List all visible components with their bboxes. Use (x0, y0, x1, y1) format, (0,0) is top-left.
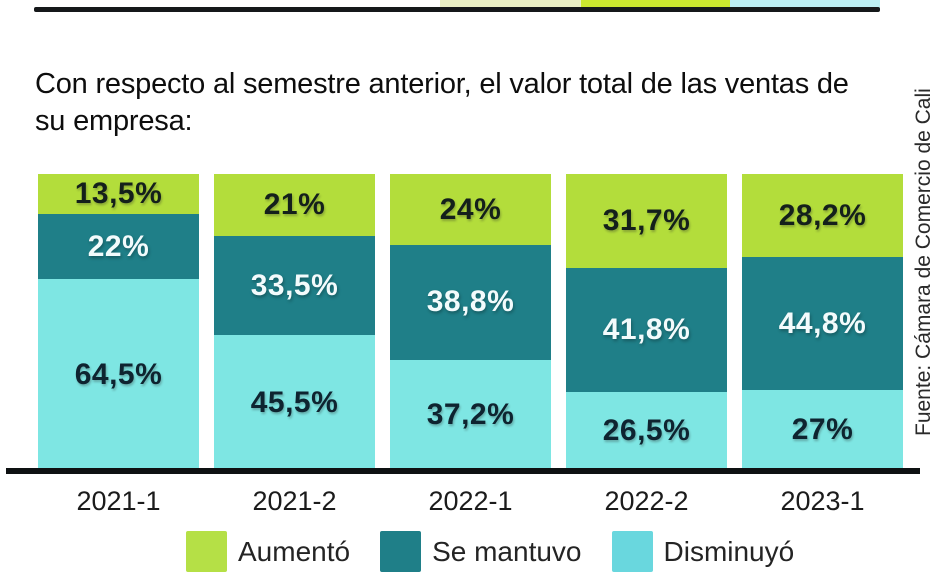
x-tick-label-2022-2: 2022-2 (604, 486, 689, 516)
segment-value-label: 37,2% (426, 397, 515, 431)
segment-2021-1-se-mantuvo: 22% (38, 213, 199, 280)
segment-value-label: 21% (263, 188, 326, 222)
segment-2021-1-disminuyó: 64,5% (38, 279, 199, 470)
segment-2021-2-aumentó: 21% (214, 174, 375, 237)
bar-2021-2: 21% 33,5% 45,5% (214, 174, 375, 470)
pale-green-block (440, 0, 581, 9)
segment-2022-1-aumentó: 24% (390, 174, 551, 246)
bar-2023-1: 28,2% 44,8% 27% (742, 174, 903, 470)
legend-item-aumentó: Aumentó (186, 531, 350, 572)
legend-label: Aumentó (238, 535, 351, 567)
legend-item-disminuyó: Disminuyó (611, 531, 795, 572)
cyan-block (730, 0, 880, 9)
segment-value-label: 31,7% (602, 203, 691, 237)
legend-swatch (380, 531, 422, 572)
segment-value-label: 28,2% (778, 198, 867, 232)
x-tick-label-2023-1: 2023-1 (780, 486, 865, 516)
segment-value-label: 27% (791, 413, 854, 447)
segment-value-label: 26,5% (602, 413, 691, 447)
segment-2021-1-aumentó: 13,5% (38, 174, 199, 214)
segment-value-label: 22% (87, 229, 150, 263)
segment-value-label: 45,5% (250, 385, 339, 419)
legend-label: Se mantuvo (432, 535, 582, 567)
plot-area: 13,5% 22% 64,5% 21% 33,5% 45,5% 24% 38,8% 37,2% 3… (38, 174, 903, 470)
bar-2021-1: 13,5% 22% 64,5% (38, 174, 199, 470)
x-tick-label-2021-2: 2021-2 (252, 486, 337, 516)
x-axis-line (6, 468, 920, 474)
segment-2021-2-se-mantuvo: 33,5% (214, 236, 375, 336)
source-attribution: Fuente: Cámara de Comercio de Cali (912, 88, 935, 436)
segment-value-label: 41,8% (602, 312, 691, 346)
segment-2022-1-se-mantuvo: 38,8% (390, 245, 551, 360)
segment-value-label: 38,8% (426, 285, 515, 319)
segment-2022-2-aumentó: 31,7% (566, 174, 727, 268)
bar-2022-1: 24% 38,8% 37,2% (390, 174, 551, 470)
chart-title: Con respecto al semestre anterior, el va… (35, 68, 849, 137)
segment-2022-1-disminuyó: 37,2% (390, 359, 551, 470)
top-divider-rule (34, 7, 880, 12)
segment-value-label: 24% (439, 192, 502, 226)
segment-2022-2-disminuyó: 26,5% (566, 391, 727, 470)
x-tick-label-2021-1: 2021-1 (76, 486, 161, 516)
segment-2023-1-se-mantuvo: 44,8% (742, 257, 903, 391)
legend-item-se-mantuvo: Se mantuvo (380, 531, 582, 572)
x-axis-labels: 2021-1 2021-2 2022-1 2022-2 2023-1 (38, 486, 903, 517)
legend-swatch (186, 531, 227, 572)
segment-value-label: 13,5% (74, 176, 163, 210)
segment-value-label: 44,8% (778, 306, 867, 340)
segment-value-label: 64,5% (74, 357, 163, 391)
segment-value-label: 33,5% (250, 268, 339, 302)
chart-legend: Aumentó Se mantuvo Disminuyó (186, 531, 794, 572)
legend-label: Disminuyó (663, 535, 795, 567)
x-tick-label-2022-1: 2022-1 (428, 486, 513, 516)
segment-2023-1-disminuyó: 27% (742, 390, 903, 470)
bright-green-block (581, 0, 730, 9)
segment-2021-2-disminuyó: 45,5% (214, 335, 375, 470)
legend-swatch (611, 531, 653, 572)
segment-2022-2-se-mantuvo: 41,8% (566, 267, 727, 392)
segment-2023-1-aumentó: 28,2% (742, 174, 903, 258)
bar-2022-2: 31,7% 41,8% 26,5% (566, 174, 727, 470)
